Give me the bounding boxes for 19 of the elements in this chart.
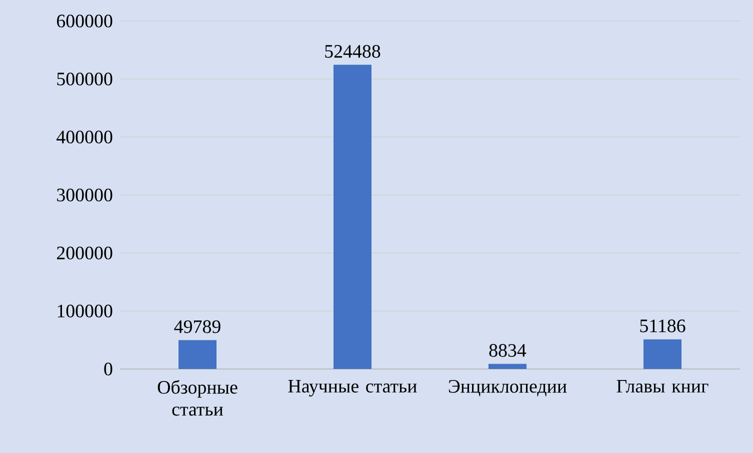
x-tick-label: Научные статьи [288,380,417,397]
bar [644,339,682,369]
y-tick-label: 500000 [57,72,112,86]
y-tick-label: 100000 [58,304,112,318]
y-tick-label: 0 [104,362,112,376]
data-label: 524488 [325,44,380,58]
y-tick-label: 400000 [56,130,112,144]
y-tick-label: 200000 [57,246,112,260]
data-label: 49789 [174,320,220,334]
bar [178,340,216,369]
y-tick-label: 600000 [56,14,112,28]
bar [334,64,372,369]
data-label: 8834 [489,344,526,357]
data-label: 51186 [640,319,686,332]
x-tick-label: Главы книг [616,380,708,393]
bar [488,364,526,369]
y-tick-label: 300000 [57,188,112,202]
x-tick-label: Энциклопедии [448,380,567,396]
x-tick-label: Обзорные статьи [158,380,238,416]
